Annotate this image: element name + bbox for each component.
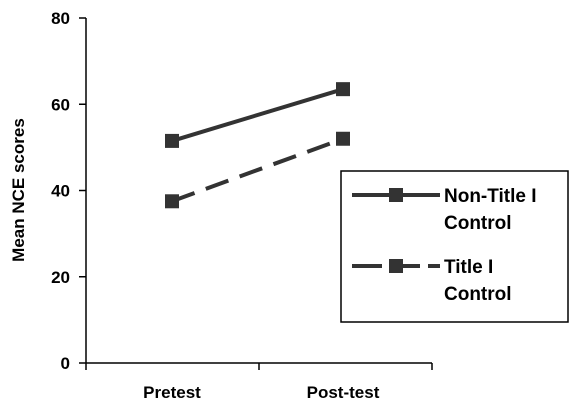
legend-label-0-line-0: Non-Title I: [444, 186, 537, 207]
y-tick-label: 80: [51, 9, 70, 28]
x-tick-label: Pretest: [143, 383, 201, 402]
y-axis-ticks: 0 20 40 60 80: [51, 9, 86, 373]
legend-label-1-line-1: Control: [444, 284, 512, 305]
series-0-marker: [165, 133, 179, 148]
y-tick-label: 40: [51, 182, 70, 201]
series-0-marker: [336, 82, 350, 97]
series-1-marker: [165, 194, 179, 209]
legend-label-0-line-1: Control: [444, 213, 512, 234]
x-tick-label: Post-test: [307, 383, 380, 402]
legend-marker-1: [389, 259, 403, 273]
x-axis-ticks: Pretest Post-test: [85, 363, 433, 402]
legend: Non-Title I Control Title I Control: [340, 170, 569, 323]
legend-label-1-line-0: Title I: [444, 257, 493, 278]
legend-items: Non-Title I Control Title I Control: [352, 186, 537, 305]
series-line-1: [171, 136, 344, 204]
series-lines: [165, 82, 350, 209]
y-tick-label: 20: [51, 268, 70, 287]
y-tick-label: 60: [51, 95, 70, 114]
y-tick-label: 0: [61, 354, 70, 373]
y-axis-title: Mean NCE scores: [9, 118, 28, 262]
legend-marker-0: [389, 188, 403, 202]
series-line-0: [171, 87, 344, 143]
series-1-marker: [336, 131, 350, 146]
